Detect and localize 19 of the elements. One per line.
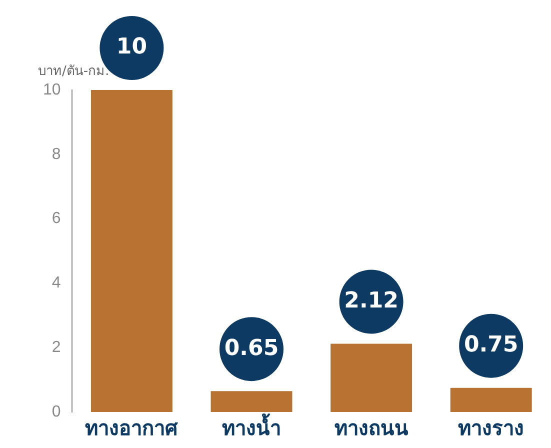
x-tick-label: ทางถนน	[334, 416, 408, 440]
bar	[450, 388, 532, 412]
bar	[90, 90, 172, 412]
bar	[210, 391, 292, 412]
x-tick-label: ทางอากาศ	[85, 416, 180, 440]
y-tick-label: 6	[52, 210, 61, 228]
y-axis-title: บาท/ตัน-กม.	[38, 63, 110, 81]
data-label: 0.75	[464, 332, 518, 358]
y-tick-label: 0	[52, 403, 61, 420]
x-tick-label: ทางน้ำ	[222, 413, 281, 440]
data-label: 0.65	[224, 336, 279, 361]
bar	[330, 344, 412, 412]
y-tick-label: 8	[52, 146, 61, 163]
y-tick-label: 2	[52, 339, 61, 356]
y-tick-label: 4	[52, 274, 61, 292]
x-tick-label: ทางราง	[458, 416, 524, 440]
data-label: 10	[116, 34, 148, 60]
y-tick-label: 10	[43, 81, 61, 98]
data-label: 2.12	[344, 288, 398, 314]
